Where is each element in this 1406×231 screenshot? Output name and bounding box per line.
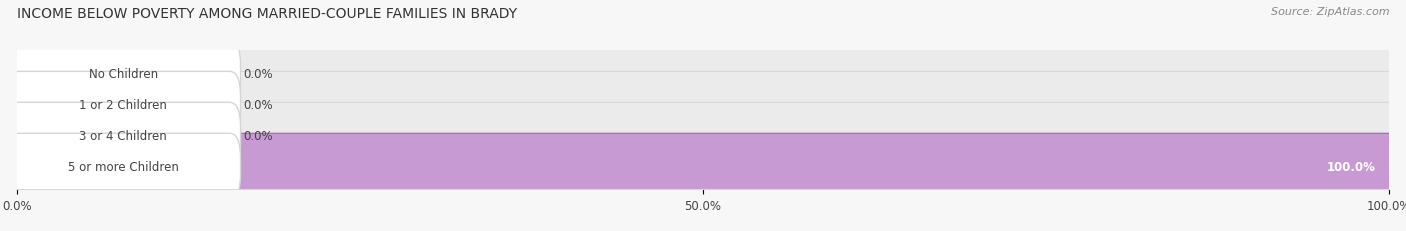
FancyBboxPatch shape [6, 72, 1400, 137]
FancyBboxPatch shape [6, 134, 1400, 199]
Text: 0.0%: 0.0% [243, 129, 273, 142]
FancyBboxPatch shape [6, 134, 1400, 199]
Text: 1 or 2 Children: 1 or 2 Children [79, 98, 167, 111]
Text: Source: ZipAtlas.com: Source: ZipAtlas.com [1271, 7, 1389, 17]
Text: No Children: No Children [89, 67, 157, 80]
FancyBboxPatch shape [6, 103, 28, 168]
FancyBboxPatch shape [6, 134, 240, 199]
FancyBboxPatch shape [6, 41, 240, 106]
FancyBboxPatch shape [6, 72, 28, 137]
Text: 0.0%: 0.0% [243, 67, 273, 80]
FancyBboxPatch shape [6, 103, 1400, 168]
Text: 0.0%: 0.0% [243, 98, 273, 111]
FancyBboxPatch shape [6, 103, 240, 168]
FancyBboxPatch shape [6, 41, 28, 106]
Text: 100.0%: 100.0% [1326, 160, 1375, 173]
FancyBboxPatch shape [6, 41, 1400, 106]
FancyBboxPatch shape [6, 72, 240, 137]
Text: INCOME BELOW POVERTY AMONG MARRIED-COUPLE FAMILIES IN BRADY: INCOME BELOW POVERTY AMONG MARRIED-COUPL… [17, 7, 517, 21]
Text: 5 or more Children: 5 or more Children [67, 160, 179, 173]
Text: 3 or 4 Children: 3 or 4 Children [79, 129, 167, 142]
